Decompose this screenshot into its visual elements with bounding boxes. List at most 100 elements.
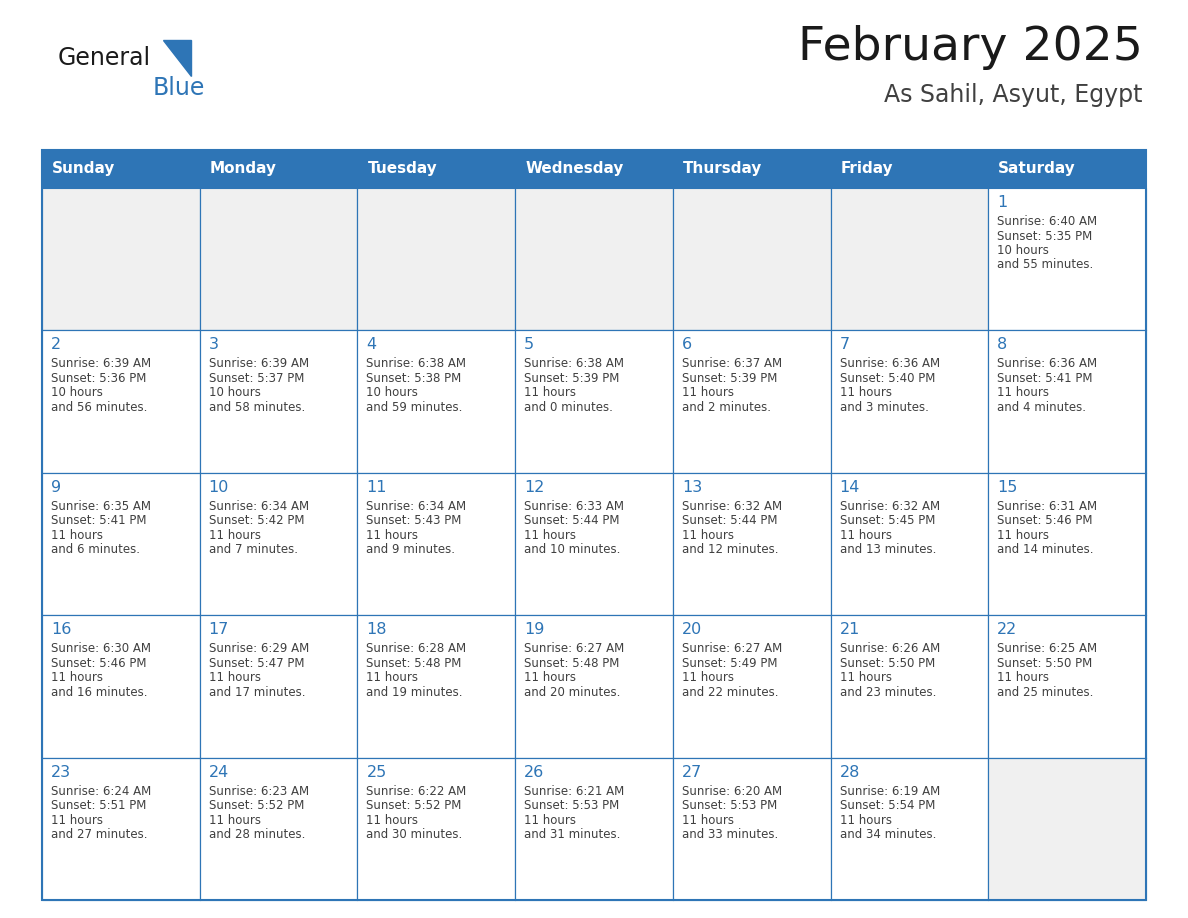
- Bar: [516, 150, 672, 188]
- Text: Sunset: 5:42 PM: Sunset: 5:42 PM: [209, 514, 304, 527]
- Text: and 13 minutes.: and 13 minutes.: [840, 543, 936, 556]
- Text: 20: 20: [682, 622, 702, 637]
- Text: Sunrise: 6:21 AM: Sunrise: 6:21 AM: [524, 785, 625, 798]
- Text: 10 hours: 10 hours: [209, 386, 260, 399]
- Text: 17: 17: [209, 622, 229, 637]
- Text: 25: 25: [366, 765, 386, 779]
- Text: 11 hours: 11 hours: [997, 386, 1049, 399]
- Bar: [358, 757, 516, 900]
- Text: Sunset: 5:41 PM: Sunset: 5:41 PM: [997, 372, 1093, 385]
- Bar: [830, 473, 988, 615]
- Bar: [988, 330, 1146, 473]
- Text: 19: 19: [524, 622, 544, 637]
- Text: Sunrise: 6:40 AM: Sunrise: 6:40 AM: [997, 215, 1098, 228]
- Text: 18: 18: [366, 622, 387, 637]
- Text: 11 hours: 11 hours: [682, 671, 734, 684]
- Bar: [672, 473, 830, 615]
- Bar: [358, 188, 516, 330]
- Text: and 4 minutes.: and 4 minutes.: [997, 401, 1086, 414]
- Text: and 56 minutes.: and 56 minutes.: [51, 401, 147, 414]
- Text: 11 hours: 11 hours: [682, 529, 734, 542]
- Text: and 0 minutes.: and 0 minutes.: [524, 401, 613, 414]
- Text: and 14 minutes.: and 14 minutes.: [997, 543, 1094, 556]
- Bar: [988, 188, 1146, 330]
- Text: 22: 22: [997, 622, 1018, 637]
- Bar: [672, 330, 830, 473]
- Text: Sunrise: 6:34 AM: Sunrise: 6:34 AM: [209, 499, 309, 513]
- Text: Sunrise: 6:31 AM: Sunrise: 6:31 AM: [997, 499, 1098, 513]
- Text: and 6 minutes.: and 6 minutes.: [51, 543, 140, 556]
- Text: Sunrise: 6:32 AM: Sunrise: 6:32 AM: [840, 499, 940, 513]
- Bar: [988, 757, 1146, 900]
- Text: 11 hours: 11 hours: [51, 529, 103, 542]
- Text: 23: 23: [51, 765, 71, 779]
- Text: 11 hours: 11 hours: [366, 813, 418, 826]
- Text: 13: 13: [682, 480, 702, 495]
- Text: Sunrise: 6:38 AM: Sunrise: 6:38 AM: [366, 357, 467, 370]
- Text: 11 hours: 11 hours: [997, 529, 1049, 542]
- Text: Sunset: 5:47 PM: Sunset: 5:47 PM: [209, 656, 304, 670]
- Text: Sunset: 5:50 PM: Sunset: 5:50 PM: [840, 656, 935, 670]
- Bar: [830, 757, 988, 900]
- Text: 11 hours: 11 hours: [51, 671, 103, 684]
- Text: 27: 27: [682, 765, 702, 779]
- Text: 11 hours: 11 hours: [682, 813, 734, 826]
- Text: 11 hours: 11 hours: [209, 529, 260, 542]
- Text: 11 hours: 11 hours: [840, 529, 891, 542]
- Text: 21: 21: [840, 622, 860, 637]
- Text: 11: 11: [366, 480, 387, 495]
- Text: 12: 12: [524, 480, 544, 495]
- Bar: [42, 330, 200, 473]
- Text: 7: 7: [840, 338, 849, 353]
- Bar: [200, 330, 358, 473]
- Text: Sunset: 5:46 PM: Sunset: 5:46 PM: [51, 656, 146, 670]
- Bar: [830, 188, 988, 330]
- Bar: [358, 330, 516, 473]
- Text: 3: 3: [209, 338, 219, 353]
- Text: Sunrise: 6:24 AM: Sunrise: 6:24 AM: [51, 785, 151, 798]
- Text: Sunset: 5:52 PM: Sunset: 5:52 PM: [366, 799, 462, 812]
- Text: Sunrise: 6:25 AM: Sunrise: 6:25 AM: [997, 643, 1098, 655]
- Text: Sunrise: 6:32 AM: Sunrise: 6:32 AM: [682, 499, 782, 513]
- Text: Sunrise: 6:35 AM: Sunrise: 6:35 AM: [51, 499, 151, 513]
- Text: and 25 minutes.: and 25 minutes.: [997, 686, 1094, 699]
- Bar: [200, 150, 358, 188]
- Bar: [358, 150, 516, 188]
- Text: and 31 minutes.: and 31 minutes.: [524, 828, 620, 841]
- Text: Sunset: 5:46 PM: Sunset: 5:46 PM: [997, 514, 1093, 527]
- Text: Sunrise: 6:39 AM: Sunrise: 6:39 AM: [51, 357, 151, 370]
- Text: and 16 minutes.: and 16 minutes.: [51, 686, 147, 699]
- Text: Sunrise: 6:20 AM: Sunrise: 6:20 AM: [682, 785, 782, 798]
- Text: Sunset: 5:41 PM: Sunset: 5:41 PM: [51, 514, 146, 527]
- Text: Sunrise: 6:26 AM: Sunrise: 6:26 AM: [840, 643, 940, 655]
- Text: and 58 minutes.: and 58 minutes.: [209, 401, 305, 414]
- Text: Sunrise: 6:38 AM: Sunrise: 6:38 AM: [524, 357, 624, 370]
- Text: 10: 10: [209, 480, 229, 495]
- Text: and 3 minutes.: and 3 minutes.: [840, 401, 929, 414]
- Text: Sunset: 5:38 PM: Sunset: 5:38 PM: [366, 372, 462, 385]
- Text: Saturday: Saturday: [998, 162, 1076, 176]
- Text: and 27 minutes.: and 27 minutes.: [51, 828, 147, 841]
- Text: and 19 minutes.: and 19 minutes.: [366, 686, 463, 699]
- Text: Sunrise: 6:33 AM: Sunrise: 6:33 AM: [524, 499, 624, 513]
- Text: 10 hours: 10 hours: [366, 386, 418, 399]
- Text: 8: 8: [997, 338, 1007, 353]
- Bar: [42, 473, 200, 615]
- Text: Sunset: 5:40 PM: Sunset: 5:40 PM: [840, 372, 935, 385]
- Text: and 23 minutes.: and 23 minutes.: [840, 686, 936, 699]
- Text: 11 hours: 11 hours: [524, 386, 576, 399]
- Text: 11 hours: 11 hours: [524, 671, 576, 684]
- Text: Sunrise: 6:39 AM: Sunrise: 6:39 AM: [209, 357, 309, 370]
- Text: Sunset: 5:39 PM: Sunset: 5:39 PM: [524, 372, 619, 385]
- Text: 6: 6: [682, 338, 691, 353]
- Bar: [516, 188, 672, 330]
- Text: General: General: [58, 46, 151, 70]
- Text: Sunset: 5:51 PM: Sunset: 5:51 PM: [51, 799, 146, 812]
- Text: Sunset: 5:37 PM: Sunset: 5:37 PM: [209, 372, 304, 385]
- Bar: [672, 615, 830, 757]
- Text: and 33 minutes.: and 33 minutes.: [682, 828, 778, 841]
- Text: Tuesday: Tuesday: [367, 162, 437, 176]
- Bar: [830, 330, 988, 473]
- Bar: [42, 150, 1146, 188]
- Text: and 34 minutes.: and 34 minutes.: [840, 828, 936, 841]
